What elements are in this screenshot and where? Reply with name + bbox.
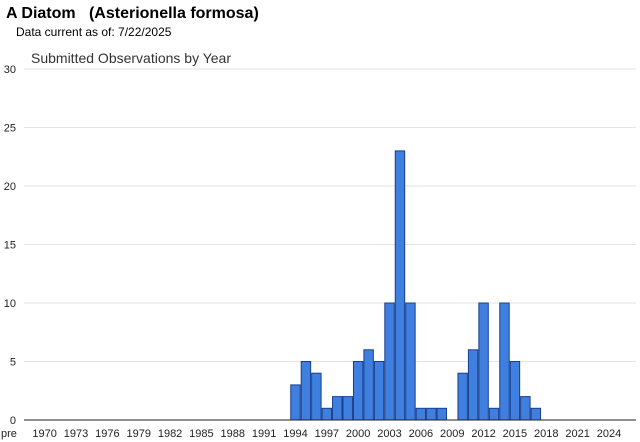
bar-2005 <box>405 302 416 421</box>
bar-2014 <box>499 302 510 421</box>
bar-2008 <box>436 407 447 421</box>
x-tick-label: 2021 <box>565 428 589 440</box>
bar-2012 <box>478 302 489 421</box>
x-tick-label: 2012 <box>471 428 495 440</box>
y-tick-label: 5 <box>10 357 16 369</box>
bar-1995 <box>300 361 312 421</box>
bar-1994 <box>290 384 301 421</box>
bar-2011 <box>467 349 479 421</box>
bar-2001 <box>363 349 374 421</box>
bar-1999 <box>342 396 353 421</box>
x-tick-label: 1982 <box>158 428 182 440</box>
y-tick-label: 15 <box>4 240 16 252</box>
data-current-date: Data current as of: 7/22/2025 <box>16 25 172 39</box>
x-tick-label: 2000 <box>346 428 370 440</box>
y-tick-label: 20 <box>4 181 16 193</box>
x-axis-ticks: pre 1970 1973 1976 1979 1982 1985 1988 1991 1994 1… <box>1 428 621 440</box>
bar-1998 <box>332 396 343 421</box>
bar-1996 <box>311 372 322 421</box>
bar-2013 <box>488 407 500 421</box>
x-tick-label: 1988 <box>221 428 245 440</box>
bar-2017 <box>530 407 542 421</box>
x-tick-label: pre <box>1 428 17 440</box>
chart-title: Submitted Observations by Year <box>31 50 232 66</box>
x-tick-label: 1997 <box>315 428 339 440</box>
bar-2007 <box>426 407 437 421</box>
x-tick-label: 2006 <box>409 428 433 440</box>
bar-2010 <box>457 372 468 421</box>
species-title: A Diatom (Asterionella formosa) <box>6 5 259 22</box>
bar-2000 <box>352 361 364 421</box>
x-tick-label: 2018 <box>534 428 558 440</box>
x-tick-label: 2003 <box>377 428 401 440</box>
x-tick-label: 1970 <box>32 428 56 440</box>
x-tick-label: 1979 <box>126 428 150 440</box>
y-axis-ticks: 0 5 10 15 20 25 30 <box>4 64 16 427</box>
x-tick-label: 2015 <box>503 428 527 440</box>
x-tick-label: 1973 <box>64 428 88 440</box>
bar-2004 <box>394 150 406 421</box>
x-tick-label: 1991 <box>252 428 276 440</box>
x-tick-label: 1994 <box>283 428 307 440</box>
y-tick-label: 30 <box>4 64 16 76</box>
x-tick-label: 1976 <box>95 428 119 440</box>
x-tick-label: 2009 <box>440 428 464 440</box>
bar-1997 <box>321 407 333 421</box>
x-tick-label: 1985 <box>189 428 213 440</box>
y-tick-label: 0 <box>10 415 16 427</box>
bar-2016 <box>520 396 531 421</box>
y-tick-label: 25 <box>4 123 16 135</box>
x-tick-label: 2024 <box>597 428 621 440</box>
bars <box>290 150 542 421</box>
gridlines <box>24 68 636 362</box>
bar-2015 <box>509 361 521 421</box>
bar-2003 <box>384 302 395 421</box>
y-tick-label: 10 <box>4 298 16 310</box>
bar-2006 <box>415 407 427 421</box>
bar-2002 <box>373 361 385 421</box>
